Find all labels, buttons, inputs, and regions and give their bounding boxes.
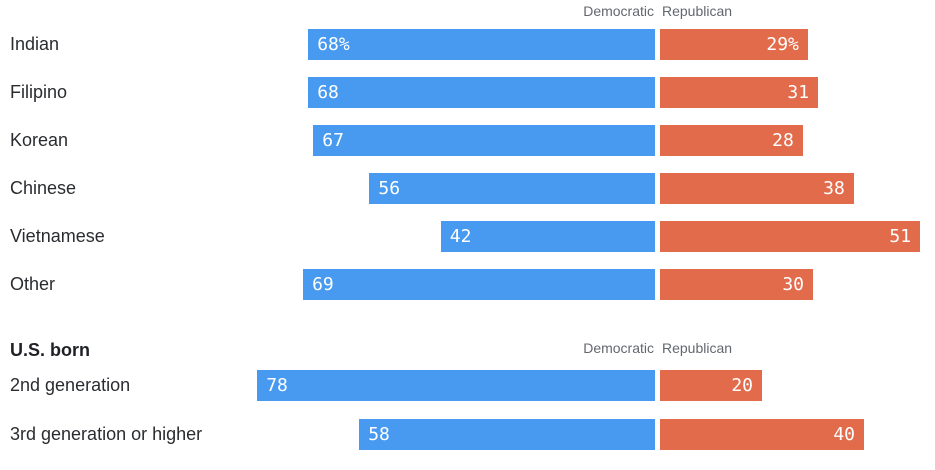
republican-bar: 29%: [660, 29, 808, 60]
republican-value: 51: [889, 226, 912, 247]
republican-bar: 51: [660, 221, 921, 252]
democratic-bar: 42: [440, 221, 655, 252]
republican-bar: 38: [660, 173, 854, 204]
republican-header-label: Republican: [662, 340, 733, 356]
democratic-value: 68%: [317, 34, 350, 55]
republican-value: 40: [833, 424, 855, 445]
democratic-bar: 56: [369, 173, 655, 204]
republican-value: 30: [782, 274, 804, 295]
democratic-bar: 58: [359, 419, 655, 450]
series-header-top: Democratic Republican: [0, 3, 935, 21]
republican-value: 20: [731, 375, 753, 396]
democratic-value: 58: [368, 424, 390, 445]
republican-bar: 40: [660, 419, 864, 450]
series-header-usborn: U.S. born Democratic Republican: [0, 340, 935, 360]
republican-value: 29%: [766, 34, 799, 55]
republican-bar: 20: [660, 370, 762, 401]
category-label: Korean: [10, 130, 69, 150]
category-label: 2nd generation: [10, 375, 131, 395]
democratic-value: 69: [312, 274, 334, 295]
category-label: Vietnamese: [10, 226, 105, 246]
democratic-value: 42: [449, 226, 472, 247]
category-label: 3rd generation or higher: [10, 424, 203, 444]
usborn-section-title: U.S. born: [10, 340, 90, 360]
democratic-value: 78: [266, 375, 288, 396]
category-label: Indian: [10, 34, 60, 54]
democratic-value: 56: [378, 178, 401, 199]
category-label: Other: [10, 274, 56, 294]
democratic-value: 67: [322, 130, 344, 151]
category-label: Chinese: [10, 178, 77, 198]
republican-value: 38: [823, 178, 845, 199]
republican-bar: 30: [660, 269, 813, 300]
democratic-bar: 68%: [308, 29, 655, 60]
democratic-header-label: Democratic: [583, 3, 654, 19]
democratic-bar: 78: [257, 370, 655, 401]
republican-bar: 31: [660, 77, 819, 108]
democratic-bar: 67: [313, 125, 655, 156]
republican-header-label: Republican: [662, 3, 733, 19]
democratic-value: 68: [317, 82, 339, 103]
democratic-header-label: Democratic: [583, 340, 654, 356]
republican-value: 31: [787, 82, 810, 103]
democratic-bar: 68: [308, 77, 655, 108]
democratic-bar: 69: [303, 269, 655, 300]
category-label: Filipino: [10, 82, 68, 102]
republican-value: 28: [772, 130, 794, 151]
republican-bar: 28: [660, 125, 803, 156]
